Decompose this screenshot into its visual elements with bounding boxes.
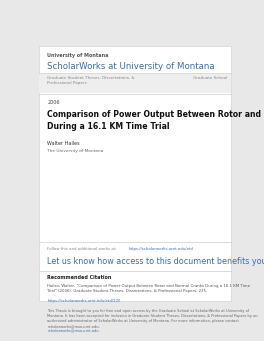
Text: scholarworks@mso.umt.edu: scholarworks@mso.umt.edu [47, 328, 99, 332]
Text: University of Montana: University of Montana [47, 53, 109, 58]
Text: This Thesis is brought to you for free and open access by the Graduate School at: This Thesis is brought to you for free a… [47, 309, 258, 328]
Text: ScholarWorks at University of Montana: ScholarWorks at University of Montana [47, 62, 215, 72]
Text: 2006: 2006 [47, 100, 60, 105]
Text: Let us know how access to this document benefits you.: Let us know how access to this document … [47, 257, 264, 266]
Text: https://scholarworks.umt.edu/etd: https://scholarworks.umt.edu/etd [128, 247, 193, 251]
FancyBboxPatch shape [39, 74, 232, 93]
Text: Recommended Citation: Recommended Citation [47, 276, 112, 280]
Text: Walter Hailes: Walter Hailes [47, 141, 80, 146]
FancyBboxPatch shape [39, 46, 232, 301]
Text: https://scholarworks.umt.edu/etd/225: https://scholarworks.umt.edu/etd/225 [47, 299, 121, 303]
Text: Comparison of Power Output Between Rotor and Normal Cranks
During a 16.1 KM Time: Comparison of Power Output Between Rotor… [47, 110, 264, 131]
Text: The University of Montana: The University of Montana [47, 149, 103, 153]
Text: Follow this and additional works at:: Follow this and additional works at: [47, 247, 118, 251]
Text: Hailes, Walter, "Comparison of Power Output Between Rotor and Normal Cranks Duri: Hailes, Walter, "Comparison of Power Out… [47, 284, 250, 293]
Text: Graduate Student Theses, Dissertations, &
Professional Papers: Graduate Student Theses, Dissertations, … [47, 76, 135, 85]
Text: Graduate School: Graduate School [193, 76, 227, 79]
